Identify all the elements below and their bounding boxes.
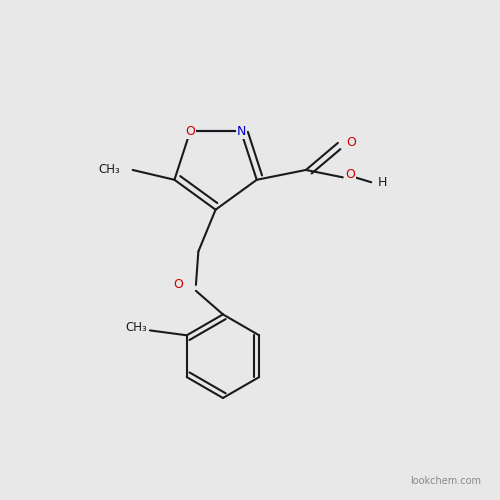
Text: CH₃: CH₃ bbox=[126, 322, 148, 334]
Text: O: O bbox=[174, 278, 184, 291]
Text: O: O bbox=[185, 125, 195, 138]
Text: lookchem.com: lookchem.com bbox=[410, 476, 481, 486]
Text: CH₃: CH₃ bbox=[98, 164, 120, 176]
Text: H: H bbox=[378, 176, 387, 188]
Text: O: O bbox=[346, 136, 356, 149]
Text: O: O bbox=[345, 168, 355, 181]
Text: N: N bbox=[236, 125, 246, 138]
